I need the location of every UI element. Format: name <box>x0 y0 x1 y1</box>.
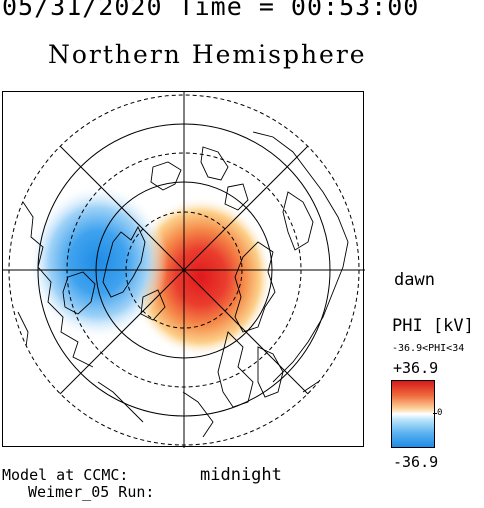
colorbar-range: -36.9<PHI<34 <box>392 343 465 354</box>
positive-potential-cell <box>129 197 273 357</box>
colorbar <box>391 380 435 448</box>
timestamp-header: 05/31/2020 Time = 00:53:00 <box>2 0 420 21</box>
negative-potential-cell <box>28 184 168 340</box>
colorbar-zero-tick <box>433 413 437 414</box>
meridian-grid <box>3 92 365 448</box>
polar-map-svg <box>3 92 365 448</box>
colorbar-max-label: +36.9 <box>393 359 439 377</box>
polar-map <box>2 91 365 448</box>
midnight-direction-label: midnight <box>200 465 282 485</box>
model-info: Model at CCMC: Weimer_05 Run: <box>2 467 154 501</box>
colorbar-zero-label: 0 <box>437 408 443 418</box>
colorbar-min-label: -36.9 <box>393 453 439 471</box>
model-info-line2: Weimer_05 Run: <box>28 483 155 501</box>
coastlines <box>17 131 349 438</box>
map-title: Northern Hemisphere <box>48 40 367 69</box>
colorbar-title: PHI [kV] <box>392 316 474 336</box>
model-info-line1: Model at CCMC: <box>2 466 129 484</box>
dawn-direction-label: dawn <box>394 270 435 290</box>
